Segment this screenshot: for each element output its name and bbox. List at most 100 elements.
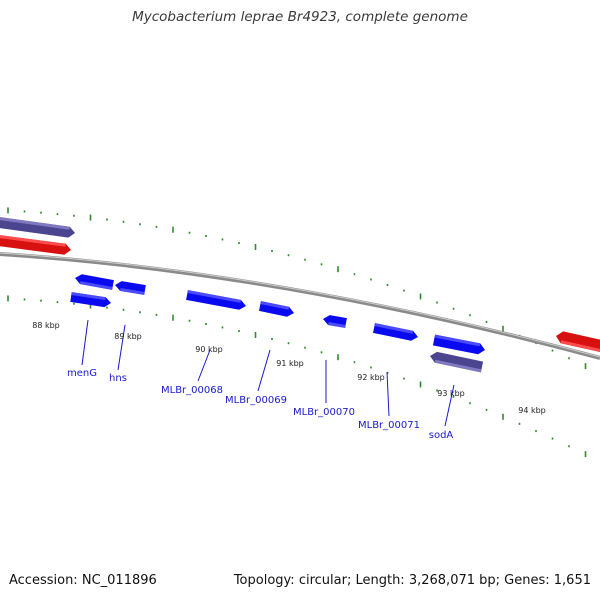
minor-tick (568, 445, 570, 448)
minor-tick (304, 346, 306, 349)
map-title: Mycobacterium leprae Br4923, complete ge… (132, 9, 468, 25)
red-gene-arrow[interactable] (0, 235, 71, 255)
minor-tick (535, 430, 537, 433)
minor-tick (155, 225, 158, 228)
minor-tick (40, 211, 42, 214)
minor-tick (370, 366, 372, 369)
minor-tick (56, 301, 59, 304)
minor-tick (320, 263, 323, 266)
minor-tick (188, 319, 191, 322)
minor-tick (370, 278, 372, 281)
minor-tick (221, 238, 224, 241)
major-tick (254, 331, 257, 338)
minor-tick (518, 422, 521, 425)
minor-tick (205, 323, 207, 326)
kbp-label: 88 kbp (32, 321, 60, 330)
minor-tick (73, 214, 75, 217)
minor-tick (271, 249, 273, 252)
sodA-gene-arrow[interactable] (432, 334, 485, 355)
major-tick (254, 243, 257, 250)
minor-tick (56, 213, 59, 216)
kbp-label: 90 kbp (195, 345, 223, 354)
gene-label[interactable]: MLBr_00071 (358, 420, 420, 431)
minor-tick (287, 342, 290, 345)
kbp-label: 89 kbp (114, 332, 142, 341)
kbp-label: 94 kbp (518, 406, 546, 415)
minor-tick (238, 330, 240, 333)
major-tick (419, 381, 422, 388)
accession-label: Accession: (9, 573, 78, 588)
accession: Accession: NC_011896 (9, 573, 157, 588)
minor-tick (452, 307, 455, 310)
minor-tick (188, 231, 191, 234)
red-gene-arrow-2[interactable] (556, 331, 600, 354)
slate-gene-arrow-2[interactable] (430, 351, 484, 373)
gene-label[interactable]: MLBr_00070 (293, 407, 355, 418)
minor-tick (122, 308, 125, 311)
MLBr_00068-gene-arrow[interactable] (186, 290, 246, 310)
forward-gene-arrow[interactable] (70, 292, 111, 308)
label-leader-line (117, 324, 126, 371)
gene-label[interactable]: hns (109, 373, 127, 384)
hns-gene-arrow[interactable] (115, 281, 146, 295)
minor-tick (304, 258, 306, 261)
major-tick (172, 314, 174, 321)
minor-tick (106, 306, 108, 309)
minor-tick (551, 349, 554, 352)
major-tick (502, 325, 504, 332)
minor-tick (40, 299, 42, 302)
minor-tick (403, 289, 405, 292)
minor-tick (23, 298, 26, 301)
minor-tick (271, 337, 273, 340)
label-leader-line (257, 349, 271, 392)
kbp-label: 92 kbp (357, 373, 385, 382)
minor-tick (403, 377, 405, 380)
MLBr_00071-gene-arrow[interactable] (373, 323, 418, 341)
slate-gene-arrow[interactable] (0, 217, 75, 238)
feature-track (0, 217, 600, 373)
genes-label: Genes: (504, 573, 550, 588)
minor-tick (73, 302, 75, 305)
label-leader-line (197, 349, 211, 382)
MLBr_00069-gene-arrow[interactable] (259, 301, 294, 317)
kbp-scale-labels: 88 kbp 89 kbp 90 kbp 91 kbp 92 kbp 93 kbp 94 k… (32, 321, 546, 415)
minor-tick (469, 314, 471, 317)
minor-tick (122, 220, 125, 223)
major-tick (89, 302, 92, 309)
label-leader-line (444, 384, 455, 427)
minor-tick (320, 351, 323, 354)
topology-label: Topology: (233, 573, 295, 588)
minor-tick (485, 408, 488, 411)
minor-tick (139, 311, 141, 314)
gene-label[interactable]: MLBr_00068 (161, 385, 223, 396)
gene-label[interactable]: MLBr_00069 (225, 395, 287, 406)
MLBr_00070-gene-arrow[interactable] (323, 315, 347, 328)
minor-tick (238, 242, 240, 245)
minor-tick (205, 235, 207, 238)
genes-value: 1,651 (553, 573, 591, 588)
kbp-label: 93 kbp (437, 389, 465, 398)
minor-tick (436, 389, 438, 392)
inner-tick-track (7, 295, 587, 458)
gene-label[interactable]: menG (67, 368, 97, 379)
gene-label[interactable]: sodA (429, 430, 454, 441)
major-tick (7, 207, 9, 214)
minor-tick (155, 313, 158, 316)
major-tick (584, 363, 587, 370)
minor-tick (551, 437, 554, 440)
topology-value: circular (298, 573, 347, 588)
minor-tick (353, 361, 356, 364)
label-leader-line (386, 371, 390, 417)
major-tick (89, 214, 92, 221)
minor-tick (386, 283, 389, 286)
length-value: 3,268,071 bp (408, 573, 496, 588)
major-tick (172, 226, 174, 233)
minor-tick (452, 395, 455, 398)
major-tick (337, 266, 339, 273)
menG-gene-arrow[interactable] (75, 274, 114, 290)
minor-tick (23, 210, 26, 213)
minor-tick (353, 273, 356, 276)
major-tick (502, 413, 504, 420)
